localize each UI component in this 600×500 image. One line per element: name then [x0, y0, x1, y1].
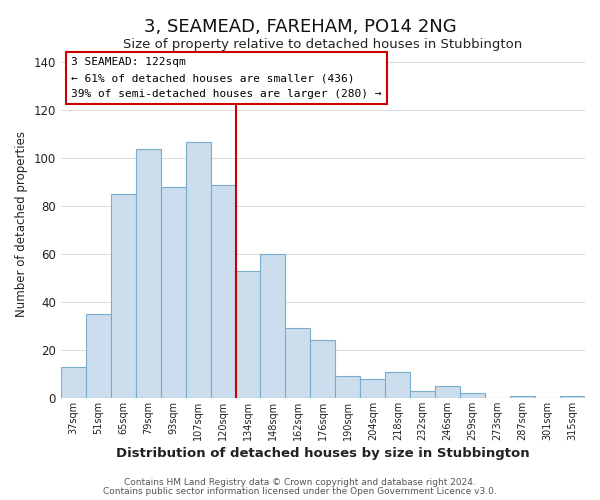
- Bar: [61, 367, 86, 398]
- Bar: [435, 386, 460, 398]
- Text: 3 SEAMEAD: 122sqm
← 61% of detached houses are smaller (436)
39% of semi-detache: 3 SEAMEAD: 122sqm ← 61% of detached hous…: [71, 58, 382, 98]
- Bar: [361, 378, 385, 398]
- Bar: [260, 254, 286, 398]
- Text: Contains HM Land Registry data © Crown copyright and database right 2024.: Contains HM Land Registry data © Crown c…: [124, 478, 476, 487]
- Bar: [460, 393, 485, 398]
- Title: Size of property relative to detached houses in Stubbington: Size of property relative to detached ho…: [123, 38, 523, 51]
- Bar: [185, 142, 211, 398]
- Bar: [211, 184, 236, 398]
- Bar: [236, 271, 260, 398]
- Bar: [136, 148, 161, 398]
- Bar: [111, 194, 136, 398]
- Bar: [161, 187, 185, 398]
- Bar: [410, 390, 435, 398]
- Bar: [310, 340, 335, 398]
- Text: Contains public sector information licensed under the Open Government Licence v3: Contains public sector information licen…: [103, 486, 497, 496]
- Bar: [286, 328, 310, 398]
- Text: 3, SEAMEAD, FAREHAM, PO14 2NG: 3, SEAMEAD, FAREHAM, PO14 2NG: [143, 18, 457, 36]
- Bar: [560, 396, 585, 398]
- Bar: [510, 396, 535, 398]
- Bar: [335, 376, 361, 398]
- X-axis label: Distribution of detached houses by size in Stubbington: Distribution of detached houses by size …: [116, 447, 530, 460]
- Y-axis label: Number of detached properties: Number of detached properties: [15, 131, 28, 317]
- Bar: [86, 314, 111, 398]
- Bar: [385, 372, 410, 398]
